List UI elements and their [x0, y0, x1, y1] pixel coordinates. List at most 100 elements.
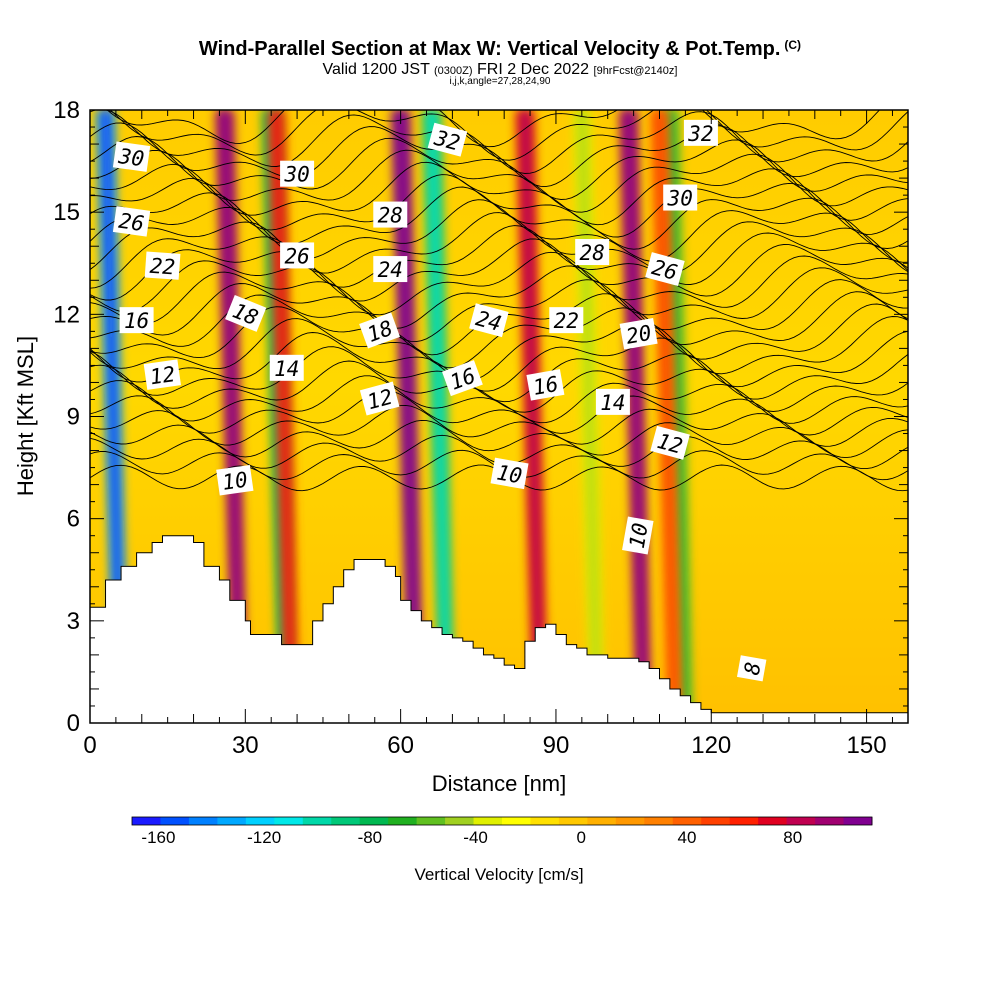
colorbar-tick-label: -40 — [463, 828, 488, 847]
plot-area: 3026221612181430261028241812321624102822… — [90, 110, 908, 723]
colorbar-swatch — [160, 817, 190, 825]
downdraft-core — [101, 110, 124, 723]
isentrope — [90, 225, 908, 289]
theta-contour-label: 14 — [595, 388, 630, 415]
isentrope — [90, 161, 908, 226]
colorbar-tick-label: -120 — [247, 828, 281, 847]
x-tick-label: 30 — [232, 732, 259, 759]
theta-contour-label: 8 — [736, 655, 767, 682]
colorbar-swatch — [188, 817, 218, 825]
isentrope — [90, 390, 908, 436]
valid-prefix: Valid 1200 JST — [322, 61, 430, 78]
svg-text:16: 16 — [531, 372, 560, 400]
svg-text:24: 24 — [378, 258, 403, 282]
y-tick-label: 9 — [67, 404, 80, 431]
isentrope — [90, 346, 908, 403]
theta-contour-label: 26 — [280, 242, 315, 269]
theta-contour-label: 32 — [683, 119, 718, 146]
isentrope — [90, 136, 908, 200]
svg-text:14: 14 — [600, 391, 625, 415]
colorbar-label: Vertical Velocity [cm/s] — [414, 865, 583, 884]
forecast-info: [9hrFcst@2140z] — [593, 65, 678, 77]
isentrope — [90, 316, 908, 381]
colorbar-tick-label: 40 — [678, 828, 697, 847]
svg-text:26: 26 — [284, 244, 309, 268]
terrain — [90, 535, 908, 723]
y-tick-label: 12 — [53, 301, 80, 328]
colorbar-swatch — [445, 817, 475, 825]
theta-contour-label: 22 — [549, 307, 584, 334]
x-tick-label: 0 — [83, 732, 96, 759]
colorbar-swatch — [615, 817, 645, 825]
isentrope — [90, 404, 908, 447]
colorbar-swatch — [416, 817, 446, 825]
isentrope — [90, 251, 908, 316]
colorbar-swatch — [473, 817, 503, 825]
colorbar-swatch — [502, 817, 531, 825]
svg-text:10: 10 — [495, 460, 524, 488]
isentrope — [90, 186, 908, 250]
colorbar-swatch — [587, 817, 617, 825]
theta-contour-label: 22 — [144, 251, 181, 280]
isentrope — [90, 149, 908, 213]
isentrope — [106, 110, 881, 148]
colorbar-swatch — [217, 817, 247, 825]
y-tick-label: 18 — [53, 97, 80, 124]
theta-contour-label: 30 — [112, 141, 151, 172]
colorbar-swatch — [359, 817, 389, 825]
x-tick-label: 60 — [387, 732, 414, 759]
svg-text:10: 10 — [625, 521, 653, 550]
svg-text:32: 32 — [687, 122, 713, 146]
theta-contour-label: 12 — [143, 359, 181, 390]
valid-utc: (0300Z) — [434, 65, 473, 77]
y-tick-label: 6 — [67, 506, 80, 533]
updraft-core — [220, 110, 244, 723]
colorbar-tick-label: 0 — [577, 828, 586, 847]
chart-title: Wind-Parallel Section at Max W: Vertical… — [0, 38, 1000, 61]
svg-text:22: 22 — [149, 254, 176, 280]
colorbar-swatch — [302, 817, 332, 825]
colorbar-swatch — [843, 817, 873, 825]
x-tick-label: 150 — [847, 732, 887, 759]
isentrope — [90, 110, 908, 174]
svg-text:28: 28 — [378, 204, 403, 228]
y-tick-label: 0 — [67, 710, 80, 737]
theta-contour-label: 10 — [622, 516, 654, 555]
colorbar-swatch — [530, 817, 560, 825]
colorbar-swatch — [786, 817, 816, 825]
theta-contour-label: 24 — [469, 303, 509, 338]
theta-contour-label: 28 — [575, 239, 610, 266]
isentrope — [90, 212, 908, 274]
downdraft-core — [427, 110, 451, 723]
svg-text:26: 26 — [117, 209, 145, 236]
isentrope — [90, 122, 908, 188]
colorbar-swatch — [331, 817, 361, 825]
colorbar-tick-label: -160 — [141, 828, 175, 847]
x-axis-label: Distance [nm] — [432, 771, 567, 796]
isentrope — [90, 174, 908, 238]
colorbar-swatch — [672, 817, 702, 825]
svg-text:14: 14 — [274, 357, 299, 381]
theta-contour-label: 10 — [216, 464, 254, 496]
colorbar-swatch — [758, 817, 788, 825]
theta-contour-label: 30 — [280, 160, 315, 187]
colorbar: -160 -120 -80 -40 0 40 80 — [131, 816, 873, 847]
svg-text:22: 22 — [554, 309, 579, 333]
y-tick-label: 15 — [53, 199, 80, 226]
colorbar-swatch — [815, 817, 845, 825]
x-tick-label: 90 — [543, 732, 570, 759]
svg-text:30: 30 — [667, 187, 693, 211]
y-tick-label: 3 — [67, 608, 80, 635]
colorbar-tick-label: 80 — [783, 828, 802, 847]
theta-contour-label: 24 — [373, 256, 408, 283]
svg-text:30: 30 — [283, 163, 309, 187]
theta-contour-label: 14 — [269, 354, 304, 381]
theta-contour-label: 28 — [373, 201, 408, 228]
isentrope — [109, 110, 908, 161]
colorbar-swatch — [558, 817, 588, 825]
theta-contour-label: 10 — [490, 457, 529, 490]
svg-text:28: 28 — [580, 241, 605, 265]
isentrope — [90, 419, 908, 459]
updraft-core — [624, 110, 647, 723]
